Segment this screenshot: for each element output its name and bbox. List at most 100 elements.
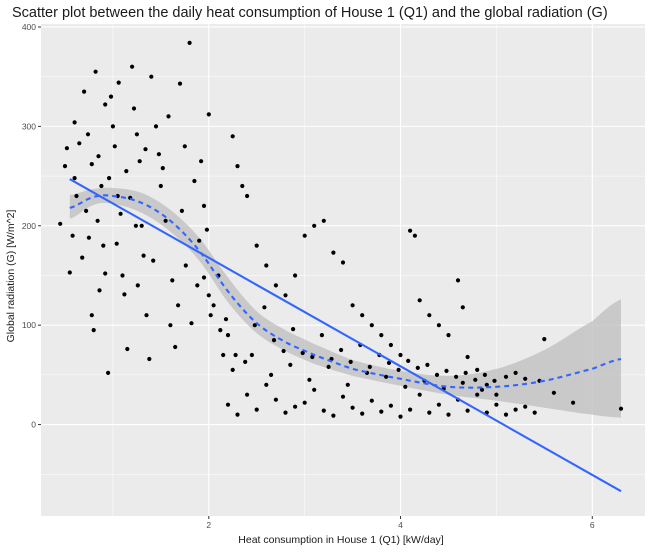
data-point bbox=[135, 283, 140, 288]
data-point bbox=[465, 408, 470, 413]
data-point bbox=[551, 390, 557, 395]
data-point bbox=[223, 317, 229, 322]
data-point bbox=[398, 414, 403, 419]
minor-gridlines bbox=[41, 24, 645, 516]
data-point bbox=[143, 147, 148, 152]
data-point bbox=[396, 367, 401, 372]
data-point bbox=[494, 402, 499, 407]
data-point bbox=[67, 270, 72, 275]
y-tick-label: 200 bbox=[22, 221, 36, 231]
data-point bbox=[163, 218, 168, 223]
data-point bbox=[106, 370, 111, 375]
x-tick-label: 2 bbox=[206, 520, 211, 530]
y-axis-title: Global radiation (G) [W/m^2] bbox=[5, 210, 17, 343]
data-point bbox=[444, 368, 449, 373]
data-point bbox=[494, 392, 499, 397]
data-point bbox=[273, 283, 278, 288]
data-point bbox=[345, 382, 350, 387]
data-point bbox=[137, 159, 142, 164]
data-point bbox=[107, 176, 112, 181]
data-point bbox=[367, 364, 372, 369]
data-point bbox=[312, 387, 317, 392]
data-point bbox=[455, 278, 461, 283]
data-point bbox=[281, 348, 286, 354]
data-point bbox=[408, 228, 413, 233]
data-point bbox=[206, 112, 211, 117]
data-point bbox=[58, 221, 63, 226]
chart-title: Scatter plot between the daily heat cons… bbox=[12, 5, 608, 21]
data-point bbox=[293, 404, 298, 409]
data-point bbox=[103, 271, 108, 276]
data-point bbox=[300, 350, 305, 356]
data-point bbox=[70, 233, 75, 238]
data-point bbox=[108, 94, 114, 99]
data-point bbox=[211, 303, 216, 308]
data-point bbox=[72, 120, 77, 125]
data-point bbox=[179, 208, 184, 213]
data-point bbox=[156, 152, 161, 157]
data-point bbox=[307, 377, 312, 382]
data-point bbox=[326, 364, 331, 369]
y-tick-label: 300 bbox=[22, 121, 36, 131]
data-point bbox=[379, 409, 384, 414]
data-point bbox=[134, 132, 139, 137]
data-point bbox=[144, 313, 149, 318]
data-point bbox=[86, 235, 91, 240]
data-point bbox=[183, 263, 188, 268]
x-tick-label: 6 bbox=[590, 520, 595, 530]
data-point bbox=[80, 255, 85, 260]
data-point bbox=[233, 352, 238, 358]
data-point bbox=[89, 162, 94, 167]
data-point bbox=[74, 193, 79, 199]
data-point bbox=[473, 377, 478, 382]
data-point bbox=[398, 352, 403, 358]
data-point bbox=[112, 144, 117, 149]
data-point bbox=[235, 164, 240, 169]
data-point bbox=[125, 346, 130, 352]
points-layer bbox=[58, 40, 624, 419]
data-point bbox=[240, 183, 245, 189]
data-point bbox=[170, 278, 175, 283]
data-point bbox=[454, 374, 459, 379]
data-point bbox=[369, 323, 374, 328]
data-point bbox=[201, 203, 207, 208]
data-point bbox=[523, 376, 528, 381]
data-point bbox=[264, 382, 269, 387]
data-point bbox=[133, 223, 138, 228]
data-point bbox=[463, 370, 468, 375]
data-point bbox=[360, 411, 365, 416]
fit-lines-layer bbox=[69, 178, 622, 493]
data-point bbox=[177, 81, 183, 86]
data-point bbox=[350, 303, 355, 308]
data-point bbox=[149, 74, 154, 79]
data-point bbox=[116, 80, 121, 85]
data-point bbox=[415, 365, 420, 370]
x-axis-title: Heat consumption in House 1 (Q1) [kW/day… bbox=[238, 534, 444, 546]
data-point bbox=[97, 288, 102, 293]
data-point bbox=[197, 238, 202, 243]
data-point bbox=[245, 392, 250, 397]
y-tick-label: 400 bbox=[22, 22, 36, 32]
data-point bbox=[434, 372, 440, 377]
data-point bbox=[388, 342, 393, 348]
data-point bbox=[147, 356, 152, 362]
data-point bbox=[243, 359, 248, 364]
data-point bbox=[62, 164, 68, 169]
x-tick-label: 4 bbox=[398, 520, 403, 530]
data-point bbox=[254, 243, 259, 248]
data-point bbox=[218, 328, 223, 333]
y-tick-label: 100 bbox=[22, 320, 36, 330]
data-point bbox=[264, 263, 269, 268]
data-point bbox=[182, 144, 187, 149]
data-point bbox=[160, 166, 165, 171]
data-point bbox=[321, 408, 326, 413]
data-point bbox=[302, 233, 307, 238]
data-point bbox=[523, 404, 528, 409]
data-point bbox=[283, 410, 288, 415]
data-point bbox=[492, 378, 497, 383]
confidence-band-layer bbox=[69, 187, 622, 418]
data-point bbox=[417, 298, 422, 303]
data-point bbox=[331, 250, 336, 255]
data-point bbox=[85, 132, 91, 137]
